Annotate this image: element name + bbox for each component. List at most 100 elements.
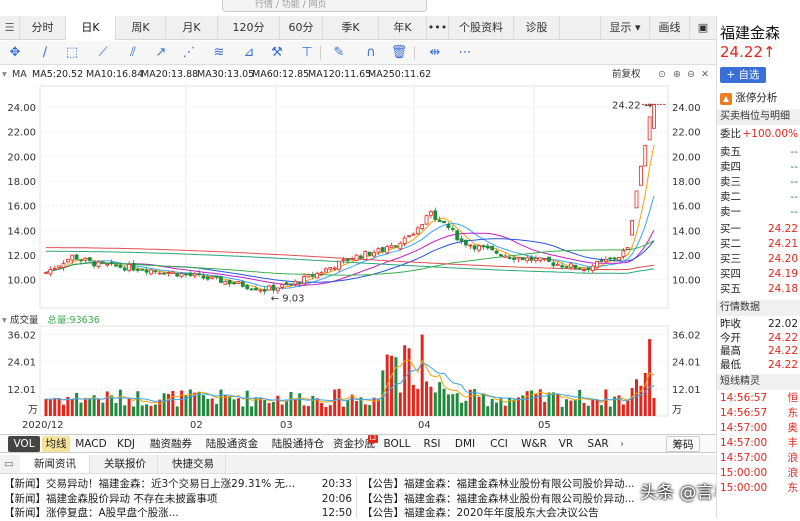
candle-body <box>131 262 136 271</box>
panel-toggle-icon[interactable]: ▣ <box>697 21 709 34</box>
volume-bar <box>219 389 223 416</box>
pen-tool-icon[interactable]: ✎ <box>333 45 345 60</box>
ma10-value: MA10:16.84 <box>86 69 144 80</box>
crosshair-move-icon[interactable]: ✥ <box>9 45 21 60</box>
tab-northbound-fund[interactable]: 陆股通资金 <box>205 438 259 450</box>
ray-tool-icon[interactable]: ↗ <box>155 45 167 60</box>
adjust-mode-dropdown[interactable]: 前复权 <box>612 69 641 80</box>
price-tick-right: 16.00 <box>672 202 701 213</box>
menu-icon[interactable]: ☰ <box>0 16 20 40</box>
channel-tool-icon[interactable]: ⋰ <box>182 45 196 60</box>
text-tool-icon[interactable]: ⊤ <box>301 45 313 60</box>
settings-icon[interactable]: ⊙ <box>658 69 666 80</box>
quote-data-title: 行情数据 <box>717 300 800 316</box>
more-tools-icon[interactable]: ⋯ <box>458 45 472 60</box>
parallel-line-icon[interactable]: ⫽ <box>130 45 136 60</box>
volume-bar <box>403 345 407 416</box>
candle-body <box>157 272 162 275</box>
tab-vr[interactable]: VR <box>558 438 574 450</box>
low-price-label: ← 9.03 <box>271 294 305 305</box>
tab-monthly-k[interactable]: 月K <box>166 16 218 40</box>
tab-bottom-fishing[interactable]: 资金抄底 <box>333 438 375 450</box>
tab-daily-k[interactable]: 日K <box>66 16 116 40</box>
line-tool-icon[interactable]: ∕ <box>42 45 48 60</box>
hide-drawings-icon[interactable]: ⇹ <box>429 45 441 60</box>
magnet-icon[interactable]: ∩ <box>366 45 376 60</box>
vol-collapse-icon[interactable]: ▾ <box>2 315 7 326</box>
volume-bar <box>551 392 555 416</box>
tab-related-quotes[interactable]: 关联报价 <box>90 455 158 473</box>
tab-sar[interactable]: SAR <box>587 438 609 450</box>
fibonacci-tool-icon[interactable]: ≋ <box>213 45 225 60</box>
kline-chart[interactable]: 24.00 24.00 22.00 22.00 20.00 20.00 18.00 18.00… <box>0 0 716 434</box>
tab-stock-profile[interactable]: 个股资料 <box>449 16 514 40</box>
price-pane-border <box>39 85 669 309</box>
candle-body <box>122 267 127 271</box>
candle-body <box>568 263 573 268</box>
tab-margin[interactable]: 融资融券 <box>150 438 192 450</box>
more-periods-button[interactable]: ••• <box>427 16 449 40</box>
tab-year-k[interactable]: 年K <box>379 16 427 40</box>
tab-dmi[interactable]: DMI <box>454 438 476 450</box>
volume-bar <box>521 395 525 416</box>
announcement-item[interactable]: 【公告】福建金森：福建金森林业股份有限公司股价异动... <box>362 492 635 505</box>
tab-rsi[interactable]: RSI <box>423 438 441 450</box>
chips-button[interactable]: 筹码 <box>666 436 700 452</box>
volume-bar <box>70 398 74 416</box>
volume-bar <box>75 392 79 416</box>
tab-wr[interactable]: W&R <box>521 438 547 450</box>
display-dropdown[interactable]: 显示 ▾ <box>600 16 650 40</box>
tab-boll[interactable]: BOLL <box>383 438 411 450</box>
tab-northbound-holding[interactable]: 陆股通持仓 <box>271 438 325 450</box>
search-input[interactable]: 行情 / 功能 / 网页 <box>222 0 427 12</box>
news-item[interactable]: 【新闻】福建金森股价异动 不存在未披露事项 20:06 <box>4 492 352 505</box>
news-panel-icon[interactable]: ▭ <box>4 458 14 470</box>
draw-line-button[interactable]: 画线 <box>650 16 690 40</box>
announcement-item[interactable]: 【公告】福建金森：2020年年度股东大会决议公告 <box>362 507 599 519</box>
news-item[interactable]: 【新闻】交易异动！福建金森：近3个交易日上涨29.31% 无... 20:33 <box>4 478 352 490</box>
trend-line-icon[interactable]: ⟋ <box>98 45 108 60</box>
volume-bar <box>446 394 450 416</box>
ask-row: 卖一 -- <box>720 206 798 218</box>
zoom-in-icon[interactable]: ⊕ <box>673 69 681 80</box>
vol-tick-right: 12.01 <box>672 385 701 396</box>
tab-news[interactable]: 新闻资讯 <box>20 455 90 473</box>
measure-tool-icon[interactable]: ⊿ <box>243 45 255 60</box>
tab-macd[interactable]: MACD <box>75 438 107 450</box>
tab-vol[interactable]: VOL <box>8 436 40 452</box>
bid-row: 买五 24.18 <box>720 283 798 295</box>
volume-bar <box>136 391 140 416</box>
tab-diagnosis[interactable]: 诊股 <box>514 16 560 40</box>
hammer-tool-icon[interactable]: ⚒ <box>271 45 283 60</box>
tab-cci[interactable]: CCI <box>490 438 508 450</box>
candle-body <box>118 264 123 268</box>
tab-120min[interactable]: 120分 <box>218 16 280 40</box>
candle-body <box>499 254 503 257</box>
expand-tabs-icon[interactable]: › <box>619 438 625 450</box>
zoom-out-icon[interactable]: ⊖ <box>687 69 695 80</box>
ma-legend: ▾ MA MA5:20.52 MA10:16.84 MA20:13.88 MA3… <box>0 67 716 83</box>
tab-intraday[interactable]: 分时 <box>20 16 66 40</box>
candle-body <box>44 271 48 274</box>
add-watchlist-button[interactable]: + 自选 <box>720 67 766 83</box>
ma-collapse-icon[interactable]: ▾ <box>2 69 7 80</box>
volume-bar <box>481 393 485 416</box>
tab-ma[interactable]: 均线 <box>42 436 70 452</box>
close-icon[interactable]: ✕ <box>701 69 709 80</box>
trash-icon[interactable]: 🗑 <box>390 45 408 60</box>
tab-weekly-k[interactable]: 周K <box>116 16 166 40</box>
news-item[interactable]: 【新闻】涨停复盘：A股早盘个股涨... 12:50 <box>4 507 352 519</box>
announcement-item[interactable]: 【公告】福建金森：福建金森林业股份有限公司股价异动... <box>362 478 635 490</box>
tab-quick-trade[interactable]: 快捷交易 <box>158 455 226 473</box>
limit-up-analysis[interactable]: ▲ 涨停分析 <box>720 90 777 105</box>
rect-select-icon[interactable]: ⬚ <box>65 45 79 60</box>
tab-quarter-k[interactable]: 季K <box>323 16 379 40</box>
candle-body <box>481 245 486 248</box>
volume-bar <box>621 404 625 416</box>
candle-body <box>468 244 473 247</box>
tab-kdj[interactable]: KDJ <box>116 438 136 450</box>
tab-60min[interactable]: 60分 <box>280 16 323 40</box>
volume-bar <box>460 402 464 416</box>
volume-bar <box>311 395 315 416</box>
date-tick: 02 <box>190 420 203 431</box>
